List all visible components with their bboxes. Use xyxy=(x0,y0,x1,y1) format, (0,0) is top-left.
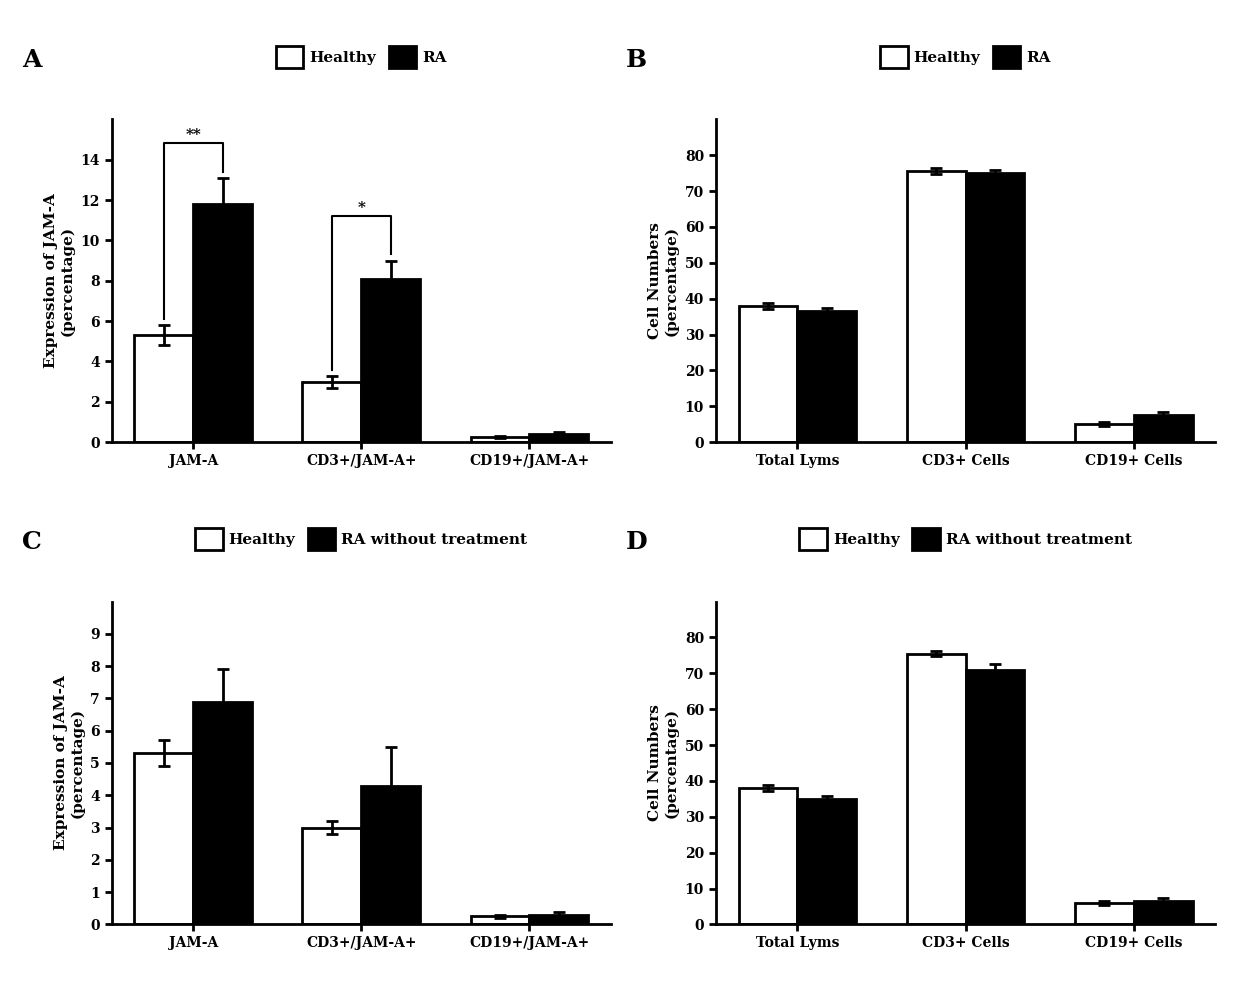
Bar xyxy=(966,670,1024,924)
Bar xyxy=(739,788,797,924)
Bar xyxy=(966,173,1024,442)
Bar xyxy=(470,437,529,442)
Bar xyxy=(906,171,966,442)
Legend: Healthy, RA without treatment: Healthy, RA without treatment xyxy=(195,529,527,550)
Bar xyxy=(303,828,361,924)
Y-axis label: Expression of JAM-A
(percentage): Expression of JAM-A (percentage) xyxy=(53,676,84,851)
Bar xyxy=(529,914,588,924)
Bar xyxy=(1133,902,1193,924)
Y-axis label: Expression of JAM-A
(percentage): Expression of JAM-A (percentage) xyxy=(45,193,74,368)
Legend: Healthy, RA without treatment: Healthy, RA without treatment xyxy=(800,529,1132,550)
Bar xyxy=(303,382,361,442)
Bar xyxy=(1133,415,1193,442)
Bar xyxy=(797,799,857,924)
Text: C: C xyxy=(22,531,42,555)
Bar xyxy=(1075,424,1133,442)
Bar xyxy=(193,204,252,442)
Bar xyxy=(797,311,857,442)
Bar xyxy=(134,753,193,924)
Bar xyxy=(361,785,420,924)
Bar xyxy=(193,702,252,924)
Bar xyxy=(529,434,588,442)
Bar xyxy=(906,653,966,924)
Bar xyxy=(361,278,420,442)
Text: *: * xyxy=(357,201,366,215)
Y-axis label: Cell Numbers
(percentage): Cell Numbers (percentage) xyxy=(649,705,680,821)
Bar xyxy=(134,335,193,442)
Bar xyxy=(739,306,797,442)
Bar xyxy=(470,916,529,924)
Legend: Healthy, RA: Healthy, RA xyxy=(880,46,1050,68)
Text: D: D xyxy=(626,531,647,555)
Text: **: ** xyxy=(185,128,201,142)
Bar xyxy=(1075,903,1133,924)
Text: B: B xyxy=(626,49,647,73)
Y-axis label: Cell Numbers
(percentage): Cell Numbers (percentage) xyxy=(649,223,680,339)
Legend: Healthy, RA: Healthy, RA xyxy=(277,46,446,68)
Text: A: A xyxy=(22,49,41,73)
